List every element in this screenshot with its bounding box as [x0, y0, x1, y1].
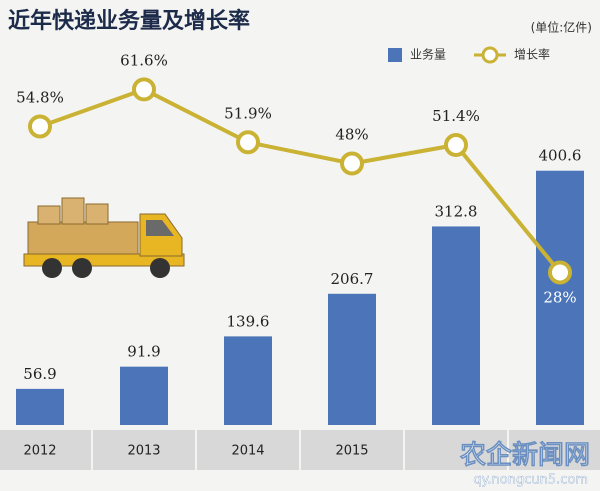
category-tile — [301, 430, 403, 470]
category-tile — [509, 430, 600, 470]
line-marker — [28, 114, 52, 139]
bar — [120, 366, 168, 425]
bar-value-label: 139.6 — [227, 312, 270, 330]
bar-value-label: 312.8 — [435, 202, 478, 220]
x-tick-label: 2013 — [127, 444, 160, 459]
unit-label: (单位:亿件) — [531, 20, 592, 35]
bar — [16, 388, 64, 425]
line — [39, 87, 562, 274]
bar-value-label: 56.9 — [23, 365, 56, 383]
x-tick-label: 2012 — [23, 444, 56, 459]
category-tile — [197, 430, 299, 470]
category-tile — [0, 430, 91, 470]
x-tick-label: 2015 — [335, 444, 368, 459]
category-tile — [405, 430, 507, 470]
legend-label: 业务量 — [410, 47, 446, 62]
line-marker — [132, 77, 156, 102]
bar — [536, 170, 584, 425]
legend-marker — [481, 46, 499, 64]
line-value-label: 61.6% — [120, 51, 168, 69]
line-value-label: 51.9% — [224, 104, 272, 122]
line-value-label: 54.8% — [16, 88, 64, 106]
bar-value-label: 206.7 — [331, 270, 374, 288]
bar-value-label: 91.9 — [127, 343, 160, 361]
line-marker — [236, 130, 260, 155]
x-tick-label: 2014 — [231, 444, 264, 459]
line-value-label: 28% — [543, 288, 576, 306]
legend-swatch — [388, 48, 402, 62]
line-marker — [548, 260, 572, 285]
line-marker — [444, 132, 468, 157]
line-marker — [340, 151, 364, 176]
watermark-url: qy.nongcun5.com — [473, 473, 588, 488]
bar — [328, 293, 376, 425]
watermark-name: 农企新闻网 — [459, 440, 590, 471]
bar-value-label: 400.6 — [539, 147, 582, 165]
truck-illustration — [23, 197, 185, 278]
line-value-label: 51.4% — [432, 107, 480, 125]
line-value-label: 48% — [335, 126, 368, 144]
chart-title: 近年快递业务量及增长率 — [8, 8, 250, 34]
bar — [432, 226, 480, 425]
category-tile — [93, 430, 195, 470]
legend-label: 增长率 — [514, 47, 550, 62]
bar — [224, 336, 272, 425]
